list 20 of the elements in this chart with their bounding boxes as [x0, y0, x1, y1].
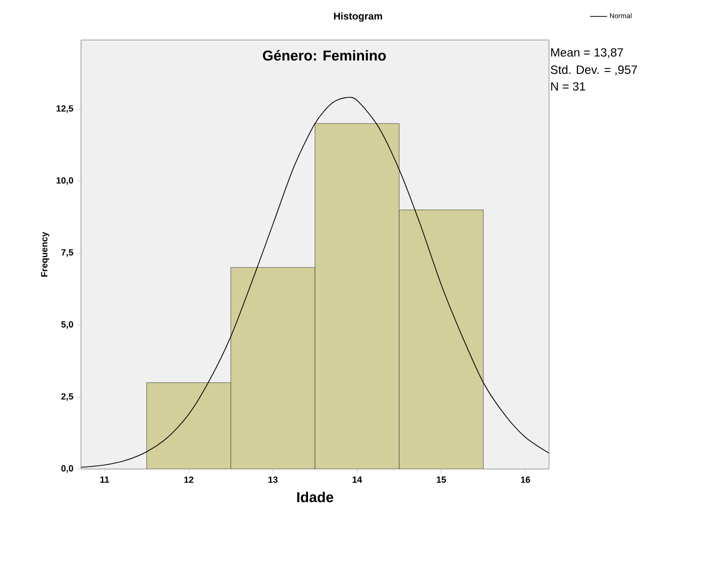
x-tick-label: 14	[352, 476, 362, 483]
x-tick-label: 11	[100, 476, 110, 483]
text: Std. Dev. = ,957	[550, 65, 637, 76]
x-axis-title: Idade	[297, 492, 334, 502]
line-series	[81, 97, 550, 468]
y-tick-label: 7,5	[61, 249, 74, 257]
y-axis-title: Frequency	[41, 232, 50, 277]
y-tick-label: 0,0	[61, 465, 74, 473]
y-tick-label: 2,5	[61, 393, 74, 401]
x-tick-label: 15	[436, 476, 446, 483]
text: N = 31	[551, 82, 586, 91]
y-tick-label: 5,0	[61, 321, 74, 329]
text: Género: Feminino	[262, 50, 386, 61]
text: Mean = 13,87	[551, 48, 624, 58]
y-tick-label: 10,0	[56, 177, 74, 185]
x-tick-label: 13	[268, 476, 278, 483]
y-tick-label: 12,5	[56, 105, 74, 113]
chart-title: Histogram	[334, 12, 382, 22]
x-tick-label: 12	[184, 476, 194, 483]
x-tick-label: 16	[521, 476, 530, 483]
